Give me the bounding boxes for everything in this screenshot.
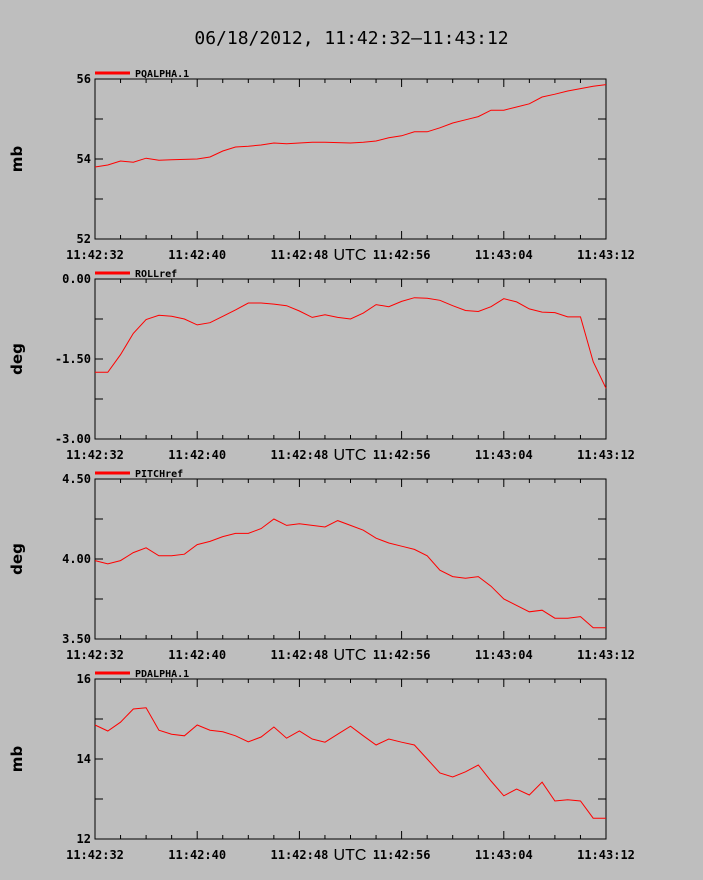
legend-label: PQALPHA.1 <box>135 69 189 80</box>
x-tick-label: 11:43:04 <box>475 248 533 262</box>
series-line <box>94 518 606 629</box>
plot-frame <box>94 478 607 640</box>
chart-panel: 11:42:32 11:42:40 11:42:48 11:42:56 11:43:04… <box>8 669 635 864</box>
y-tick-label: 4.00 <box>62 552 91 566</box>
x-tick-label: 11:42:40 <box>168 848 226 862</box>
y-axis-label: mb <box>8 746 26 773</box>
x-tick-label: 11:42:32 <box>66 248 124 262</box>
x-tick-label: 11:42:48 <box>271 448 329 462</box>
chart-panel: 11:42:32 11:42:40 11:42:48 11:42:56 11:43:04… <box>8 469 635 664</box>
y-tick-label: 54 <box>77 152 91 166</box>
x-tick-label: 11:42:56 <box>373 448 431 462</box>
x-tick-label: 11:43:04 <box>475 648 533 662</box>
x-tick-label: 11:42:48 <box>271 648 329 662</box>
y-tick-label: 56 <box>77 72 91 86</box>
x-tick-label: 11:42:48 <box>271 848 329 862</box>
y-tick-label: -3.00 <box>55 432 91 446</box>
series-line <box>94 84 607 168</box>
x-tick-label: 11:42:32 <box>66 448 124 462</box>
legend-label: ROLLref <box>135 269 177 280</box>
y-tick-label: 14 <box>77 752 91 766</box>
x-axis-label: UTC <box>334 647 367 664</box>
x-tick-label: 11:42:48 <box>271 248 329 262</box>
x-axis-label: UTC <box>334 847 367 864</box>
legend-label: PITCHref <box>135 469 183 480</box>
x-tick-label: 11:42:56 <box>373 248 431 262</box>
plot-frame <box>94 278 607 440</box>
chart-panel: 11:42:32 11:42:40 11:42:48 11:42:56 11:43:04… <box>8 269 635 464</box>
x-tick-label: 11:42:32 <box>66 848 124 862</box>
chart-panel: 11:42:32 11:42:40 11:42:48 11:42:56 11:43:04… <box>8 69 635 264</box>
legend-label: PDALPHA.1 <box>135 669 189 680</box>
y-tick-label: 16 <box>77 672 91 686</box>
y-tick-label: 3.50 <box>62 632 91 646</box>
y-tick-label: -1.50 <box>55 352 91 366</box>
plot-frame <box>94 78 607 240</box>
x-tick-label: 11:42:56 <box>373 848 431 862</box>
x-tick-label: 11:43:12 <box>577 248 635 262</box>
y-axis-label: deg <box>8 543 26 575</box>
main-title: 06/18/2012, 11:42:32–11:43:12 <box>194 28 509 49</box>
plot-frame <box>94 678 607 840</box>
series-line <box>94 707 606 819</box>
y-tick-label: 4.50 <box>62 472 91 486</box>
y-tick-label: 0.00 <box>62 272 91 286</box>
y-axis-label: mb <box>8 146 26 173</box>
x-tick-label: 11:43:04 <box>475 848 533 862</box>
x-tick-label: 11:42:32 <box>66 648 124 662</box>
x-axis-label: UTC <box>334 447 367 464</box>
y-tick-label: 12 <box>77 832 91 846</box>
x-tick-label: 11:42:40 <box>168 648 226 662</box>
y-tick-label: 52 <box>77 232 91 246</box>
x-tick-label: 11:43:12 <box>577 448 635 462</box>
series-line <box>95 297 607 389</box>
x-tick-label: 11:43:04 <box>475 448 533 462</box>
x-tick-label: 11:42:56 <box>373 648 431 662</box>
x-tick-label: 11:42:40 <box>168 448 226 462</box>
x-tick-label: 11:43:12 <box>577 848 635 862</box>
x-tick-label: 11:43:12 <box>577 648 635 662</box>
x-axis-label: UTC <box>334 247 367 264</box>
y-axis-label: deg <box>8 343 26 375</box>
x-tick-label: 11:42:40 <box>168 248 226 262</box>
